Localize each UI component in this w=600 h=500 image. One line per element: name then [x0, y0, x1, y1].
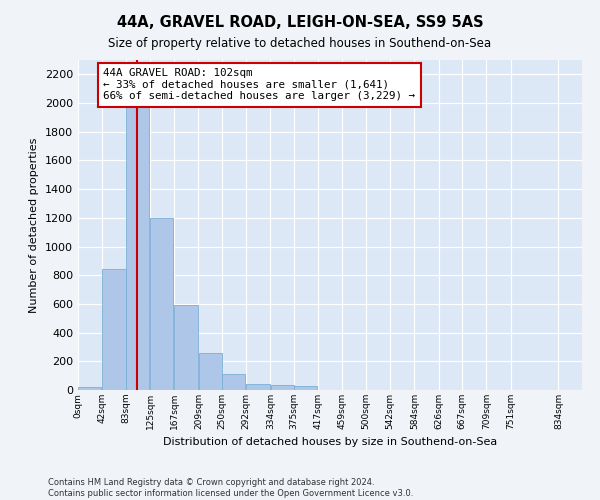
- Bar: [294, 386, 317, 390]
- Bar: [126, 103, 149, 390]
- Bar: [103, 270, 125, 390]
- X-axis label: Distribution of detached houses by size in Southend-on-Sea: Distribution of detached houses by size …: [163, 438, 497, 448]
- Text: 44A, GRAVEL ROAD, LEIGH-ON-SEA, SS9 5AS: 44A, GRAVEL ROAD, LEIGH-ON-SEA, SS9 5AS: [116, 15, 484, 30]
- Bar: [150, 218, 173, 390]
- Bar: [222, 374, 245, 390]
- Text: Contains HM Land Registry data © Crown copyright and database right 2024.
Contai: Contains HM Land Registry data © Crown c…: [48, 478, 413, 498]
- Bar: [175, 306, 197, 390]
- Bar: [78, 387, 101, 390]
- Bar: [247, 384, 269, 390]
- Text: 44A GRAVEL ROAD: 102sqm
← 33% of detached houses are smaller (1,641)
66% of semi: 44A GRAVEL ROAD: 102sqm ← 33% of detache…: [103, 68, 415, 102]
- Bar: [199, 354, 222, 390]
- Y-axis label: Number of detached properties: Number of detached properties: [29, 138, 40, 312]
- Text: Size of property relative to detached houses in Southend-on-Sea: Size of property relative to detached ho…: [109, 38, 491, 51]
- Bar: [271, 385, 294, 390]
